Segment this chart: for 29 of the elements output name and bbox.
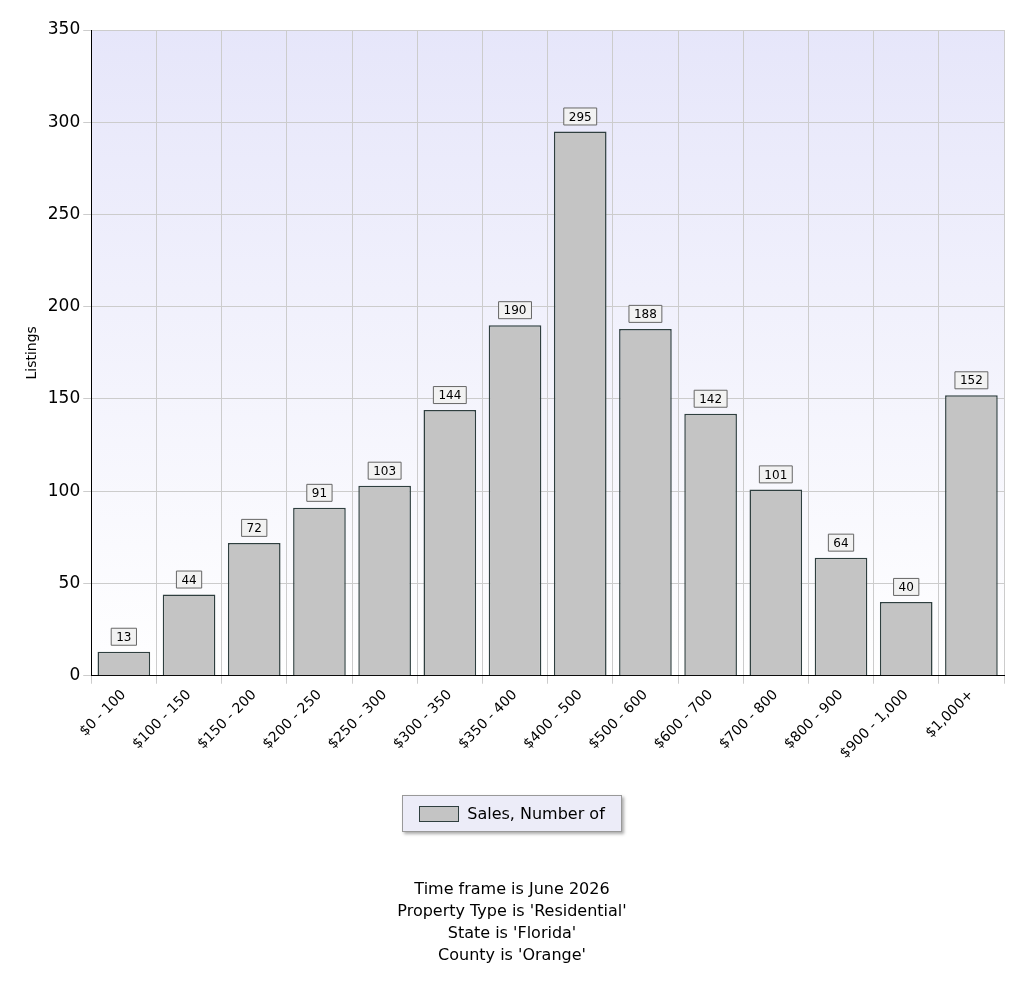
- text: Property Type is 'Residential': [396, 900, 628, 922]
- text: County is 'Orange': [437, 944, 587, 966]
- text: State is 'Florida': [446, 922, 578, 944]
- data-label: 142: [699, 391, 723, 406]
- y-tick-label: 250: [47, 202, 81, 223]
- data-label: 152: [959, 373, 983, 388]
- y-tick-label: 300: [47, 110, 81, 131]
- data-label: 101: [764, 467, 788, 482]
- data-label: 190: [503, 303, 527, 318]
- data-label: 44: [181, 572, 197, 587]
- data-label: 13: [116, 629, 132, 644]
- data-label: 103: [373, 463, 397, 478]
- y-tick-label: 200: [47, 295, 81, 316]
- y-tick-label: 350: [47, 18, 81, 39]
- y-tick-label: 0: [69, 664, 81, 685]
- text: Time frame is June 2026: [413, 878, 611, 900]
- y-tick-label: 50: [58, 571, 81, 592]
- x-tick-label: $0 - 100: [75, 686, 129, 739]
- y-tick-label: 100: [47, 479, 81, 500]
- data-label: 64: [833, 535, 849, 550]
- data-label: 144: [438, 388, 462, 403]
- data-label: 72: [246, 521, 262, 536]
- y-axis-title: Listings: [23, 326, 40, 380]
- data-label: 188: [633, 307, 657, 321]
- y-tick-label: 150: [47, 387, 81, 408]
- text: Sales, Number of: [467, 804, 605, 823]
- data-label: 40: [898, 580, 914, 595]
- data-label: 295: [568, 109, 592, 124]
- data-label: 91: [311, 485, 328, 500]
